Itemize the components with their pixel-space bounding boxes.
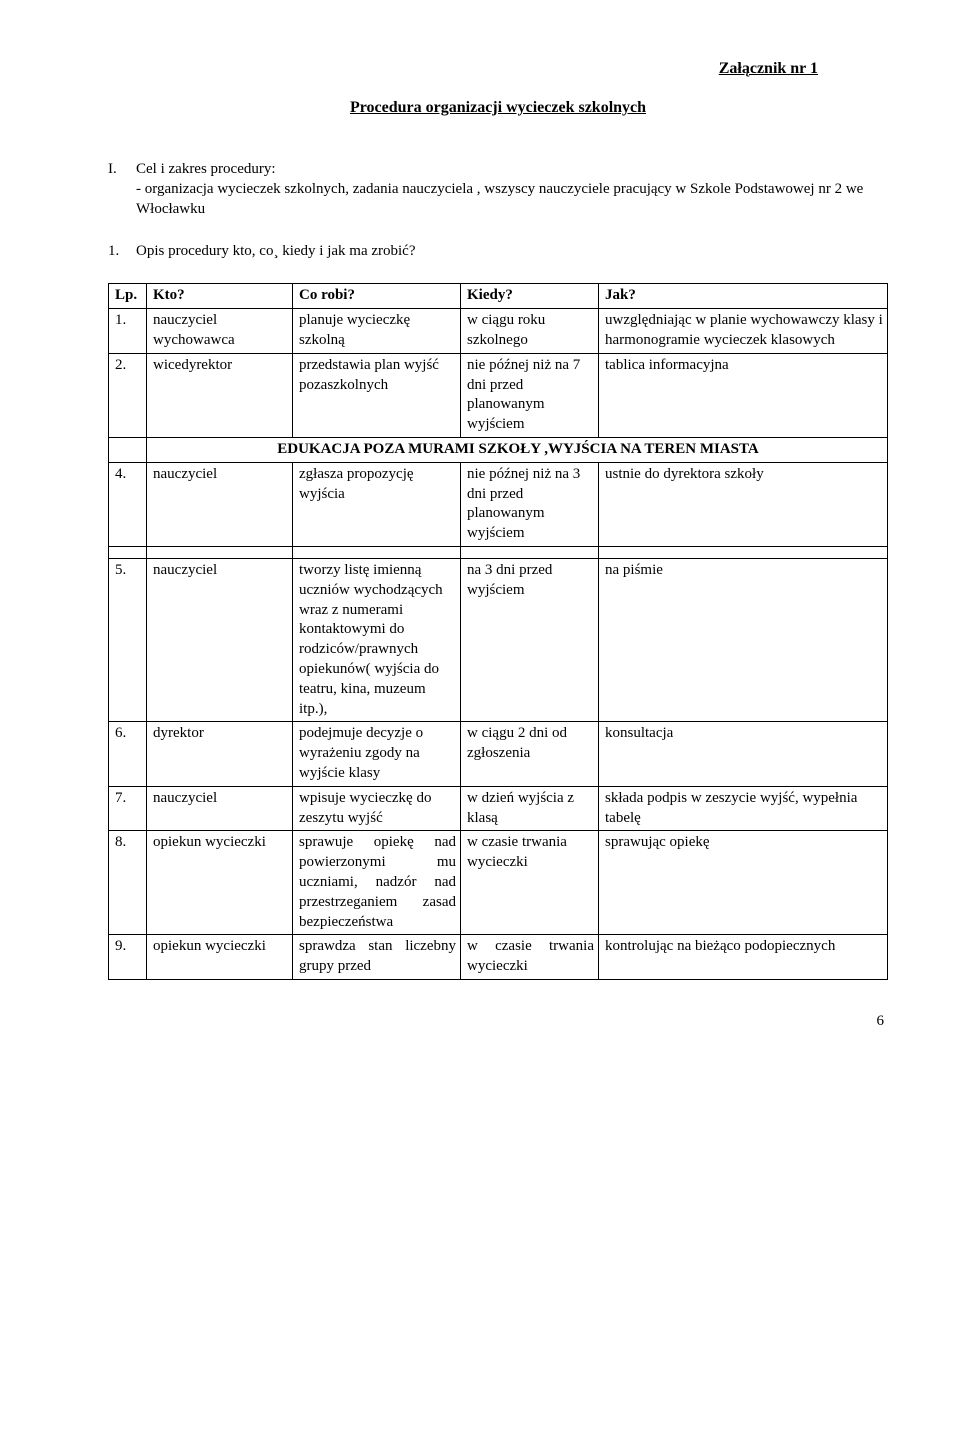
gap-cell [461,546,599,558]
table-row: 6.dyrektorpodejmuje decyzje o wyrażeniu … [109,722,888,786]
cell-kto: nauczyciel wychowawca [147,309,293,354]
cell-co: sprawuje opiekę nad powierzonymi mu uczn… [293,831,461,935]
cell-jak: ustnie do dyrektora szkoły [599,462,888,546]
cell-kiedy: na 3 dni przed wyjściem [461,558,599,721]
cell-jak: na piśmie [599,558,888,721]
section-1-line: - organizacja wycieczek szkolnych, zadan… [136,181,863,217]
cell-kiedy: nie późnej niż na 3 dni przed planowanym… [461,462,599,546]
cell-jak: składa podpis w zeszycie wyjść, wypełnia… [599,786,888,831]
attachment-label: Załącznik nr 1 [108,58,888,79]
cell-jak: tablica informacyjna [599,353,888,437]
cell-co: przedstawia plan wyjść pozaszkolnych [293,353,461,437]
cell-kiedy: w ciągu 2 dni od zgłoszenia [461,722,599,786]
cell-kiedy: w ciągu roku szkolnego [461,309,599,354]
gap-cell [109,546,147,558]
cell-kiedy: w czasie trwania wycieczki [461,935,599,980]
cell-jak: sprawując opiekę [599,831,888,935]
cell-jak: konsultacja [599,722,888,786]
table-row: EDUKACJA POZA MURAMI SZKOŁY ,WYJŚCIA NA … [109,437,888,462]
col-header-kto: Kto? [147,284,293,309]
cell-kto: dyrektor [147,722,293,786]
col-header-lp: Lp. [109,284,147,309]
cell-empty [109,437,147,462]
cell-kiedy: nie późnej niż na 7 dni przed planowanym… [461,353,599,437]
table-row: 4.nauczycielzgłasza propozycję wyjściani… [109,462,888,546]
cell-lp: 7. [109,786,147,831]
procedure-title: Procedura organizacji wycieczek szkolnyc… [108,97,888,118]
gap-cell [599,546,888,558]
banner-cell: EDUKACJA POZA MURAMI SZKOŁY ,WYJŚCIA NA … [147,437,888,462]
gap-cell [147,546,293,558]
cell-lp: 6. [109,722,147,786]
cell-kto: nauczyciel [147,462,293,546]
procedure-table: Lp.Kto?Co robi?Kiedy?Jak?1.nauczyciel wy… [108,283,888,980]
section-2: 1. Opis procedury kto, co¸ kiedy i jak m… [108,242,888,262]
col-header-jak: Jak? [599,284,888,309]
gap-cell [293,546,461,558]
cell-kto: nauczyciel [147,786,293,831]
cell-lp: 4. [109,462,147,546]
cell-co: wpisuje wycieczkę do zeszytu wyjść [293,786,461,831]
cell-co: podejmuje decyzje o wyrażeniu zgody na w… [293,722,461,786]
cell-co: planuje wycieczkę szkolną [293,309,461,354]
cell-kiedy: w dzień wyjścia z klasą [461,786,599,831]
cell-lp: 5. [109,558,147,721]
table-row: 2.wicedyrektorprzedstawia plan wyjść poz… [109,353,888,437]
cell-kto: opiekun wycieczki [147,935,293,980]
section-1-number: I. [108,160,136,219]
cell-kto: wicedyrektor [147,353,293,437]
section-1: I. Cel i zakres procedury: - organizacja… [108,160,888,219]
table-row: 1.nauczyciel wychowawcaplanuje wycieczkę… [109,309,888,354]
cell-co: zgłasza propozycję wyjścia [293,462,461,546]
section-1-heading: Cel i zakres procedury: [136,161,276,177]
col-header-kiedy: Kiedy? [461,284,599,309]
cell-kto: opiekun wycieczki [147,831,293,935]
cell-co: sprawdza stan liczebny grupy przed [293,935,461,980]
cell-lp: 1. [109,309,147,354]
table-row: 5.nauczycieltworzy listę imienną uczniów… [109,558,888,721]
table-row: Lp.Kto?Co robi?Kiedy?Jak? [109,284,888,309]
cell-kto: nauczyciel [147,558,293,721]
table-row: 8.opiekun wycieczkisprawuje opiekę nad p… [109,831,888,935]
cell-jak: kontrolując na bieżąco podopiecznych [599,935,888,980]
table-row: 7.nauczycielwpisuje wycieczkę do zeszytu… [109,786,888,831]
section-2-text: Opis procedury kto, co¸ kiedy i jak ma z… [136,243,416,259]
page-number: 6 [108,1012,888,1032]
cell-lp: 9. [109,935,147,980]
cell-jak: uwzględniając w planie wychowawczy klasy… [599,309,888,354]
cell-lp: 2. [109,353,147,437]
col-header-co: Co robi? [293,284,461,309]
cell-lp: 8. [109,831,147,935]
table-row: 9.opiekun wycieczkisprawdza stan liczebn… [109,935,888,980]
table-row [109,546,888,558]
section-2-number: 1. [108,242,136,262]
cell-kiedy: w czasie trwania wycieczki [461,831,599,935]
cell-co: tworzy listę imienną uczniów wychodzącyc… [293,558,461,721]
